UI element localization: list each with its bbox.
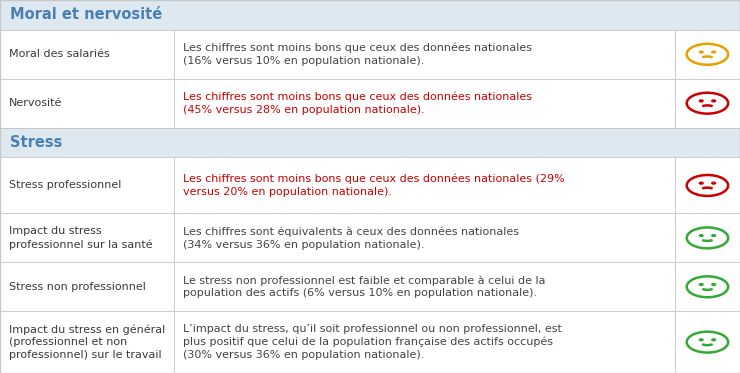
Text: Stress non professionnel: Stress non professionnel (9, 282, 146, 292)
Circle shape (712, 339, 716, 341)
FancyBboxPatch shape (0, 213, 174, 262)
FancyBboxPatch shape (0, 311, 174, 373)
Circle shape (712, 100, 716, 102)
FancyBboxPatch shape (675, 157, 740, 213)
FancyBboxPatch shape (174, 311, 675, 373)
FancyBboxPatch shape (0, 262, 174, 311)
Text: Les chiffres sont moins bons que ceux des données nationales
(16% versus 10% en : Les chiffres sont moins bons que ceux de… (183, 43, 532, 66)
Text: Stress: Stress (10, 135, 62, 150)
Text: Nervosité: Nervosité (9, 98, 62, 108)
Circle shape (699, 182, 703, 184)
FancyBboxPatch shape (675, 30, 740, 79)
FancyBboxPatch shape (0, 0, 740, 30)
Text: Moral et nervosité: Moral et nervosité (10, 7, 162, 22)
FancyBboxPatch shape (0, 157, 174, 213)
Circle shape (699, 283, 703, 285)
Circle shape (712, 235, 716, 236)
FancyBboxPatch shape (0, 79, 174, 128)
FancyBboxPatch shape (174, 30, 675, 79)
FancyBboxPatch shape (174, 79, 675, 128)
FancyBboxPatch shape (675, 262, 740, 311)
Circle shape (712, 51, 716, 53)
FancyBboxPatch shape (675, 79, 740, 128)
Text: Stress professionnel: Stress professionnel (9, 181, 121, 191)
Text: Impact du stress en général
(professionnel et non
professionnel) sur le travail: Impact du stress en général (professionn… (9, 324, 165, 360)
Text: L’impact du stress, qu’il soit professionnel ou non professionnel, est
plus posi: L’impact du stress, qu’il soit professio… (183, 324, 562, 360)
Text: Impact du stress
professionnel sur la santé: Impact du stress professionnel sur la sa… (9, 226, 152, 250)
Circle shape (699, 339, 703, 341)
FancyBboxPatch shape (0, 128, 740, 157)
Text: Les chiffres sont moins bons que ceux des données nationales
(45% versus 28% en : Les chiffres sont moins bons que ceux de… (183, 91, 532, 115)
FancyBboxPatch shape (675, 311, 740, 373)
Circle shape (699, 100, 703, 102)
Circle shape (699, 235, 703, 236)
Circle shape (712, 283, 716, 285)
Circle shape (712, 182, 716, 184)
FancyBboxPatch shape (0, 30, 174, 79)
Text: Le stress non professionnel est faible et comparable à celui de la
population de: Le stress non professionnel est faible e… (183, 275, 545, 298)
FancyBboxPatch shape (174, 213, 675, 262)
FancyBboxPatch shape (174, 262, 675, 311)
Text: Moral des salariés: Moral des salariés (9, 49, 110, 59)
Circle shape (699, 51, 703, 53)
Text: Les chiffres sont moins bons que ceux des données nationales (29%
versus 20% en : Les chiffres sont moins bons que ceux de… (183, 174, 565, 197)
FancyBboxPatch shape (675, 213, 740, 262)
FancyBboxPatch shape (174, 157, 675, 213)
Text: Les chiffres sont équivalents à ceux des données nationales
(34% versus 36% en p: Les chiffres sont équivalents à ceux des… (183, 226, 519, 250)
